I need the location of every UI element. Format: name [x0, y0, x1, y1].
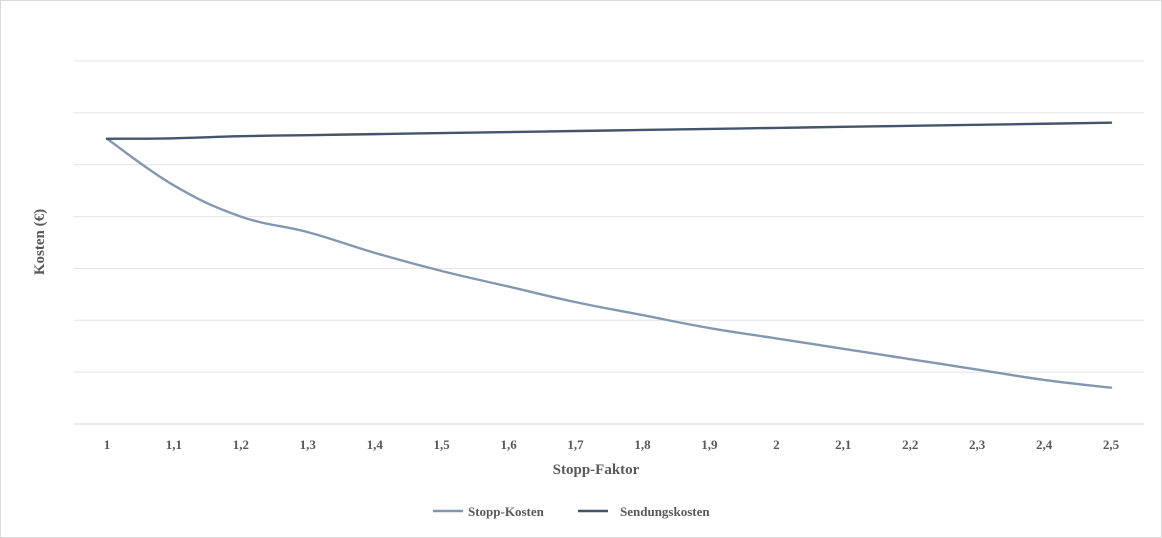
x-tick-labels: 1 1,1 1,2 1,3 1,4 1,5 1,6 1,7 1,8 1,9 2 2,1 2,2 2,3 2,… [104, 437, 1120, 452]
legend-label: Stopp-Kosten [468, 504, 545, 519]
x-tick-label: 1,2 [233, 437, 249, 452]
x-tick-label: 2,1 [835, 437, 851, 452]
x-tick-label: 2,2 [902, 437, 918, 452]
legend: Stopp-Kosten Sendungskosten [433, 504, 710, 519]
x-axis-title: Stopp-Faktor [553, 462, 640, 478]
legend-label: Sendungskosten [620, 504, 710, 519]
x-tick-label: 1,4 [367, 437, 384, 452]
x-tick-label: 1 [104, 437, 111, 452]
x-tick-label: 1,1 [166, 437, 182, 452]
x-tick-label: 1,7 [567, 437, 584, 452]
x-tick-label: 2,3 [969, 437, 986, 452]
x-tick-label: 1,3 [300, 437, 317, 452]
x-tick-label: 1,6 [500, 437, 517, 452]
y-axis-title: Kosten (€) [32, 209, 48, 275]
x-tick-label: 1,9 [701, 437, 718, 452]
x-tick-label: 2 [773, 437, 780, 452]
x-tick-label: 2,5 [1103, 437, 1120, 452]
x-tick-label: 2,4 [1036, 437, 1053, 452]
x-tick-label: 1,8 [634, 437, 651, 452]
series-lines [105, 121, 1113, 389]
series-line-0 [105, 137, 1113, 389]
gridlines [74, 60, 1144, 425]
x-tick-label: 1,5 [434, 437, 451, 452]
series-line-1 [105, 121, 1113, 140]
